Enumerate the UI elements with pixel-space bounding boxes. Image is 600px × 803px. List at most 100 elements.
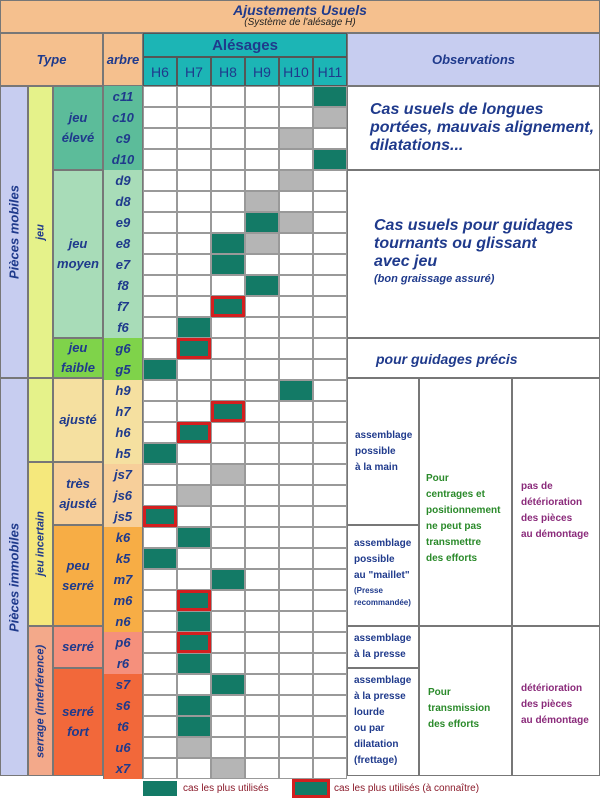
cell-e7-h10: [279, 254, 313, 275]
cell-p6-h11: [313, 632, 347, 653]
cell-p6-h7: [177, 632, 211, 653]
cell-k5-h9: [245, 548, 279, 569]
obs-presse-lourde-line2: à la presse: [354, 691, 406, 702]
cell-f7-h7: [177, 296, 211, 317]
cell-k5-h10: [279, 548, 313, 569]
legend-red-swatch: [292, 779, 330, 798]
cell-js6-h9: [245, 485, 279, 506]
cell-f7-h9: [245, 296, 279, 317]
obs-presse-cell: assemblage à la presse: [347, 626, 419, 668]
cell-d9-h11: [313, 170, 347, 191]
cell-g5-h9: [245, 359, 279, 380]
cell-n6-h7: [177, 611, 211, 632]
cell-c11-h11: [313, 86, 347, 107]
cell-g6-h10: [279, 338, 313, 359]
page-subtitle: (Système de l'alésage H): [244, 17, 356, 28]
cell-d9-h9: [245, 170, 279, 191]
cell-h5-h7: [177, 443, 211, 464]
alesage-col-h8: H8: [211, 57, 245, 86]
cell-h5-h8: [211, 443, 245, 464]
cell-m7-h8: [211, 569, 245, 590]
cell-m7-h7: [177, 569, 211, 590]
cell-d10-h8: [211, 149, 245, 170]
cell-s7-h7: [177, 674, 211, 695]
cell-u6-h8: [211, 737, 245, 758]
cell-m7-h11: [313, 569, 347, 590]
cell-h5-h11: [313, 443, 347, 464]
cell-h9-h9: [245, 380, 279, 401]
cell-f8-h9: [245, 275, 279, 296]
obs-pas-deterioration-cell: pas de détérioration des pièces au démon…: [512, 378, 600, 626]
cell-f6-h9: [245, 317, 279, 338]
cell-u6-h10: [279, 737, 313, 758]
cell-f8-h8: [211, 275, 245, 296]
arbre-s7: s7: [103, 674, 143, 695]
cell-s6-h6: [143, 695, 177, 716]
tres-ajuste-cell: très ajusté: [53, 462, 103, 525]
cell-u6-h6: [143, 737, 177, 758]
cell-x7-h10: [279, 758, 313, 779]
cell-g6-h9: [245, 338, 279, 359]
cell-n6-h6: [143, 611, 177, 632]
arbre-m6: m6: [103, 590, 143, 611]
cell-r6-h11: [313, 653, 347, 674]
arbre-h6: h6: [103, 422, 143, 443]
obs-jeu-faible-text: pour guidages précis: [376, 351, 518, 367]
cell-h7-h9: [245, 401, 279, 422]
obs-transmission-line1: Pour: [428, 687, 451, 698]
cell-k6-h9: [245, 527, 279, 548]
cell-r6-h9: [245, 653, 279, 674]
cell-c11-h8: [211, 86, 245, 107]
cell-m7-h9: [245, 569, 279, 590]
cell-g5-h8: [211, 359, 245, 380]
cell-e9-h6: [143, 212, 177, 233]
cell-u6-h11: [313, 737, 347, 758]
alesage-col-h6: H6: [143, 57, 177, 86]
alesage-col-h7: H7: [177, 57, 211, 86]
arbre-e9: e9: [103, 212, 143, 233]
cell-n6-h9: [245, 611, 279, 632]
arbre-f7: f7: [103, 296, 143, 317]
cell-e7-h7: [177, 254, 211, 275]
cell-s7-h10: [279, 674, 313, 695]
cell-h7-h7: [177, 401, 211, 422]
cell-js5-h9: [245, 506, 279, 527]
arbre-c11: c11: [103, 86, 143, 107]
obs-maillet-cell: assemblage possible au "maillet" (Presse…: [347, 525, 419, 626]
serrage-label: serrage (interférence): [34, 644, 47, 758]
obs-deterioration-line1: détérioration: [521, 683, 583, 694]
cell-e8-h7: [177, 233, 211, 254]
cell-js6-h6: [143, 485, 177, 506]
cell-g6-h7: [177, 338, 211, 359]
cell-f8-h6: [143, 275, 177, 296]
cell-js6-h11: [313, 485, 347, 506]
cell-c9-h6: [143, 128, 177, 149]
cell-x7-h11: [313, 758, 347, 779]
cell-f7-h10: [279, 296, 313, 317]
cell-js5-h10: [279, 506, 313, 527]
obs-pas-deterioration-line1: pas de: [521, 481, 553, 492]
cell-r6-h7: [177, 653, 211, 674]
cell-h5-h6: [143, 443, 177, 464]
cell-c9-h7: [177, 128, 211, 149]
cell-f7-h11: [313, 296, 347, 317]
cell-e8-h6: [143, 233, 177, 254]
cell-f8-h11: [313, 275, 347, 296]
arbre-g5: g5: [103, 359, 143, 380]
arbre-r6: r6: [103, 653, 143, 674]
cell-u6-h9: [245, 737, 279, 758]
arbre-m7: m7: [103, 569, 143, 590]
cell-js7-h9: [245, 464, 279, 485]
cell-js5-h8: [211, 506, 245, 527]
cell-t6-h8: [211, 716, 245, 737]
obs-main-line1: assemblage: [355, 429, 413, 441]
cell-t6-h7: [177, 716, 211, 737]
cell-m6-h10: [279, 590, 313, 611]
tres-ajuste-line1: très: [66, 475, 90, 491]
legend-green-swatch: [143, 781, 177, 796]
cell-s7-h6: [143, 674, 177, 695]
cell-g5-h7: [177, 359, 211, 380]
jeu-eleve-line1: jeu: [68, 110, 88, 125]
cell-h9-h11: [313, 380, 347, 401]
cell-g5-h6: [143, 359, 177, 380]
